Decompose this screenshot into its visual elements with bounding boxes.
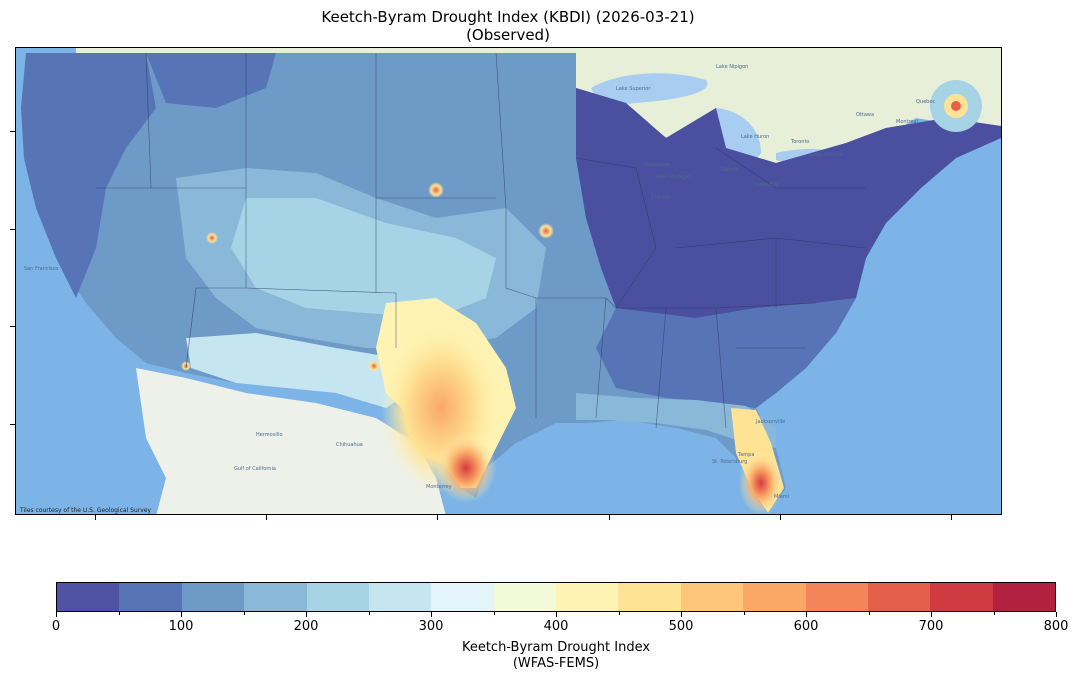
- colorbar-major-tick: [306, 612, 307, 617]
- colorbar-segment: [493, 583, 556, 611]
- colorbar: [56, 582, 1056, 612]
- lake-superior: [591, 73, 708, 104]
- colorbar-segment: [930, 583, 993, 611]
- svg-text:Monterrey: Monterrey: [426, 484, 452, 490]
- colorbar-segment: [181, 583, 245, 611]
- y-tick: [10, 424, 15, 425]
- colorbar-tick-label: 600: [793, 619, 819, 634]
- colorbar-minor-tick: [994, 612, 995, 615]
- svg-text:Chihuahua: Chihuahua: [336, 442, 363, 448]
- zone-interior-lighter: [231, 198, 496, 318]
- svg-text:Chicago: Chicago: [651, 194, 671, 200]
- x-tick: [437, 515, 438, 520]
- svg-text:Tampa: Tampa: [737, 452, 754, 458]
- svg-text:Miami: Miami: [774, 494, 789, 500]
- colorbar-segment: [680, 583, 744, 611]
- map-canvas: Lake Superior Lake Huron Lake Michigan L…: [16, 48, 1001, 514]
- svg-text:Quebec: Quebec: [916, 99, 935, 105]
- lake-huron: [716, 108, 761, 162]
- colorbar-segment: [618, 583, 681, 611]
- svg-text:Ottawa: Ottawa: [856, 112, 874, 118]
- zone-southwest-light: [186, 333, 416, 408]
- svg-text:Lake Nipigon: Lake Nipigon: [716, 64, 748, 70]
- zone-north-dark: [146, 53, 276, 108]
- colorbar-major-tick: [556, 612, 557, 617]
- hotspot-florida: [739, 451, 783, 514]
- colorbar-major-tick: [931, 612, 932, 617]
- svg-text:St. Petersburg: St. Petersburg: [712, 459, 747, 465]
- x-tick: [609, 515, 610, 520]
- svg-text:Jacksonville: Jacksonville: [755, 419, 785, 425]
- zone-gulf-light: [576, 393, 776, 448]
- colorbar-tick-label: 500: [668, 619, 694, 634]
- svg-text:San Francisco: San Francisco: [24, 266, 58, 272]
- colorbar-minor-tick: [119, 612, 120, 615]
- colorbar-minor-tick: [494, 612, 495, 615]
- canada-land: [76, 48, 1001, 188]
- colorbar-minor-tick: [744, 612, 745, 615]
- colorbar-segment: [119, 583, 182, 611]
- colorbar-segment: [57, 583, 120, 611]
- svg-text:Gulf of California: Gulf of California: [234, 466, 276, 472]
- colorbar-tick-label: 800: [1043, 619, 1069, 634]
- svg-text:Lake Michigan: Lake Michigan: [656, 174, 692, 180]
- colorbar-minor-tick: [869, 612, 870, 615]
- colorbar-segment: [867, 583, 931, 611]
- colorbar-tick-label: 0: [51, 619, 61, 634]
- colorbar-minor-tick: [369, 612, 370, 615]
- x-tick: [780, 515, 781, 520]
- y-tick: [10, 131, 15, 132]
- colorbar-minor-tick: [619, 612, 620, 615]
- y-tick: [10, 326, 15, 327]
- x-tick: [95, 515, 96, 520]
- zone-southeast: [596, 298, 856, 408]
- colorbar-major-tick: [56, 612, 57, 617]
- basemap-labels: Lake Superior Lake Huron Lake Michigan L…: [24, 64, 935, 500]
- colorbar-major-tick: [181, 612, 182, 617]
- colorbar-tick-label: 400: [543, 619, 569, 634]
- svg-text:Milwaukee: Milwaukee: [644, 162, 670, 168]
- x-tick: [266, 515, 267, 520]
- zone-west-dark: [21, 53, 156, 298]
- colorbar-title-line1: Keetch-Byram Drought Index: [461, 640, 651, 655]
- map-title-line1: Keetch-Byram Drought Index (KBDI) (2026-…: [321, 8, 695, 26]
- colorbar-minor-tick: [244, 612, 245, 615]
- colorbar-segment: [368, 583, 432, 611]
- map-attribution: Tiles courtesy of the U.S. Geological Su…: [20, 507, 152, 514]
- colorbar-major-tick: [681, 612, 682, 617]
- svg-text:Hermosillo: Hermosillo: [256, 432, 283, 438]
- svg-text:Lake Huron: Lake Huron: [741, 134, 769, 140]
- colorbar-segment: [431, 583, 494, 611]
- colorbar-segment: [805, 583, 868, 611]
- colorbar-tick-label: 700: [918, 619, 944, 634]
- colorbar-segment: [244, 583, 307, 611]
- svg-text:Montreal: Montreal: [896, 119, 918, 125]
- colorbar-segment: [306, 583, 369, 611]
- colorbar-tick-label: 300: [418, 619, 444, 634]
- svg-text:Detroit: Detroit: [721, 167, 738, 173]
- x-tick: [951, 515, 952, 520]
- zone-east-dark: [576, 88, 1001, 328]
- map-title: Keetch-Byram Drought Index (KBDI) (2026-…: [0, 8, 1016, 44]
- colorbar-segment: [743, 583, 806, 611]
- colorbar-tick-label: 200: [293, 619, 319, 634]
- map-title-line2: (Observed): [466, 26, 550, 44]
- colorbar-tick-label: 100: [168, 619, 194, 634]
- colorbar-title: Keetch-Byram Drought Index (WFAS-FEMS): [56, 640, 1056, 672]
- colorbar-major-tick: [806, 612, 807, 617]
- y-tick: [10, 229, 15, 230]
- colorbar-major-tick: [431, 612, 432, 617]
- colorbar-segment: [992, 583, 1055, 611]
- mexico-land: [136, 368, 446, 514]
- svg-text:Lake Erie: Lake Erie: [756, 182, 779, 188]
- kbdi-map[interactable]: Lake Superior Lake Huron Lake Michigan L…: [15, 47, 1002, 515]
- colorbar-segment: [556, 583, 619, 611]
- colorbar-title-line2: (WFAS-FEMS): [512, 656, 600, 671]
- state-borders: [96, 52, 867, 429]
- svg-text:Toronto: Toronto: [790, 139, 809, 145]
- colorbar-major-tick: [1056, 612, 1057, 617]
- svg-text:Lake Superior: Lake Superior: [616, 86, 651, 92]
- svg-text:Lake Ontario: Lake Ontario: [811, 152, 843, 158]
